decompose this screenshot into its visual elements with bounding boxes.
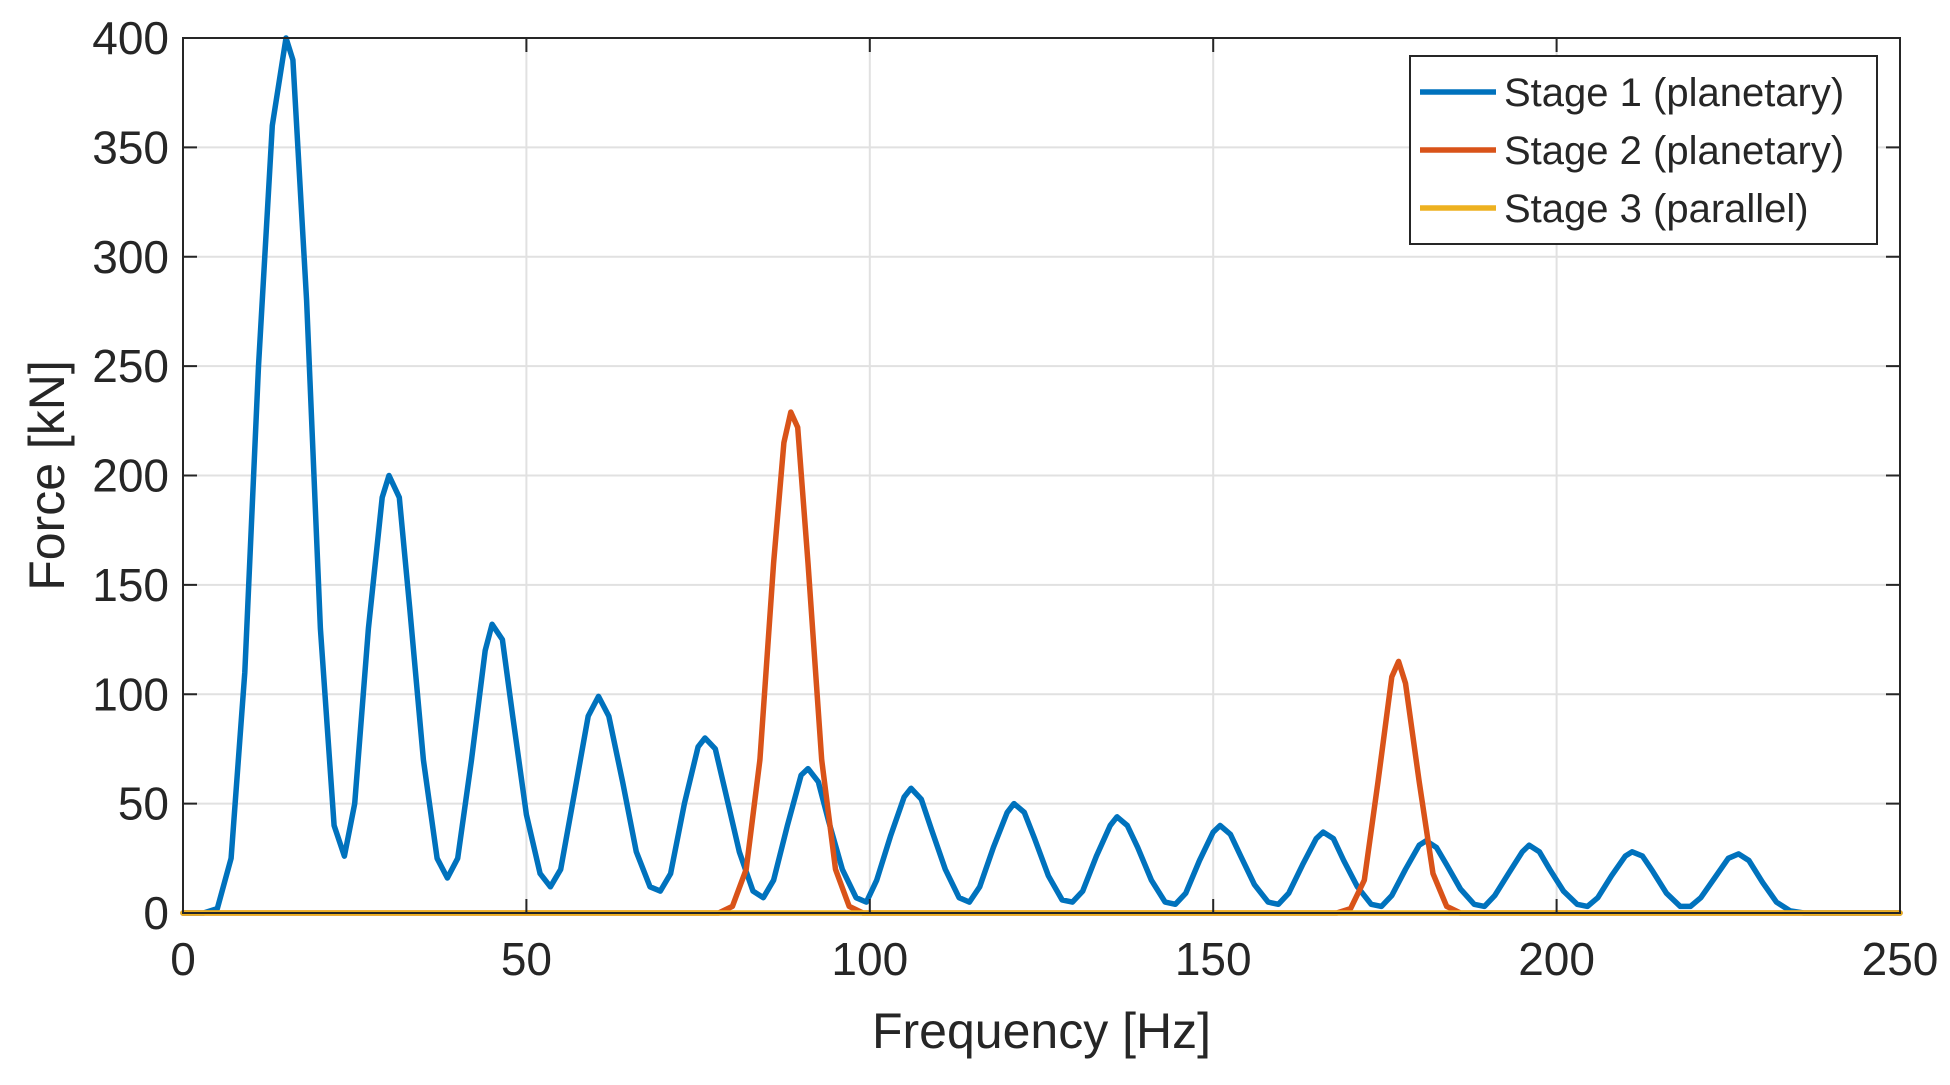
y-tick-label: 350 bbox=[92, 121, 169, 173]
legend-label-stage-2: Stage 2 (planetary) bbox=[1504, 129, 1844, 173]
legend: Stage 1 (planetary) Stage 2 (planetary) St… bbox=[1409, 55, 1878, 245]
series-line-stage-2 bbox=[180, 409, 1903, 916]
x-tick-label: 200 bbox=[1518, 933, 1595, 985]
grid bbox=[183, 38, 1900, 913]
y-tick-label: 400 bbox=[92, 12, 169, 64]
series-line-stage-1 bbox=[180, 35, 1903, 916]
x-tick-label: 250 bbox=[1862, 933, 1939, 985]
y-tick-label: 0 bbox=[143, 887, 169, 939]
y-tick-label: 200 bbox=[92, 450, 169, 502]
x-tick-label: 100 bbox=[831, 933, 908, 985]
x-tick-label: 0 bbox=[170, 933, 196, 985]
legend-label-stage-1: Stage 1 (planetary) bbox=[1504, 71, 1844, 115]
legend-label-stage-3: Stage 3 (parallel) bbox=[1504, 187, 1809, 231]
y-tick-label: 100 bbox=[92, 668, 169, 720]
x-axis-label: Frequency [Hz] bbox=[872, 1003, 1211, 1059]
y-tick-label: 300 bbox=[92, 231, 169, 283]
y-axis-label: Force [kN] bbox=[19, 360, 75, 591]
y-tick-label: 250 bbox=[92, 340, 169, 392]
y-tick-label: 150 bbox=[92, 559, 169, 611]
x-tick-label: 150 bbox=[1175, 933, 1252, 985]
axis-ticks: 0 50 100 150 200 250 0 50 100 150 200 250 300 350 400 bbox=[92, 12, 1938, 985]
x-tick-label: 50 bbox=[501, 933, 552, 985]
y-tick-label: 50 bbox=[118, 778, 169, 830]
